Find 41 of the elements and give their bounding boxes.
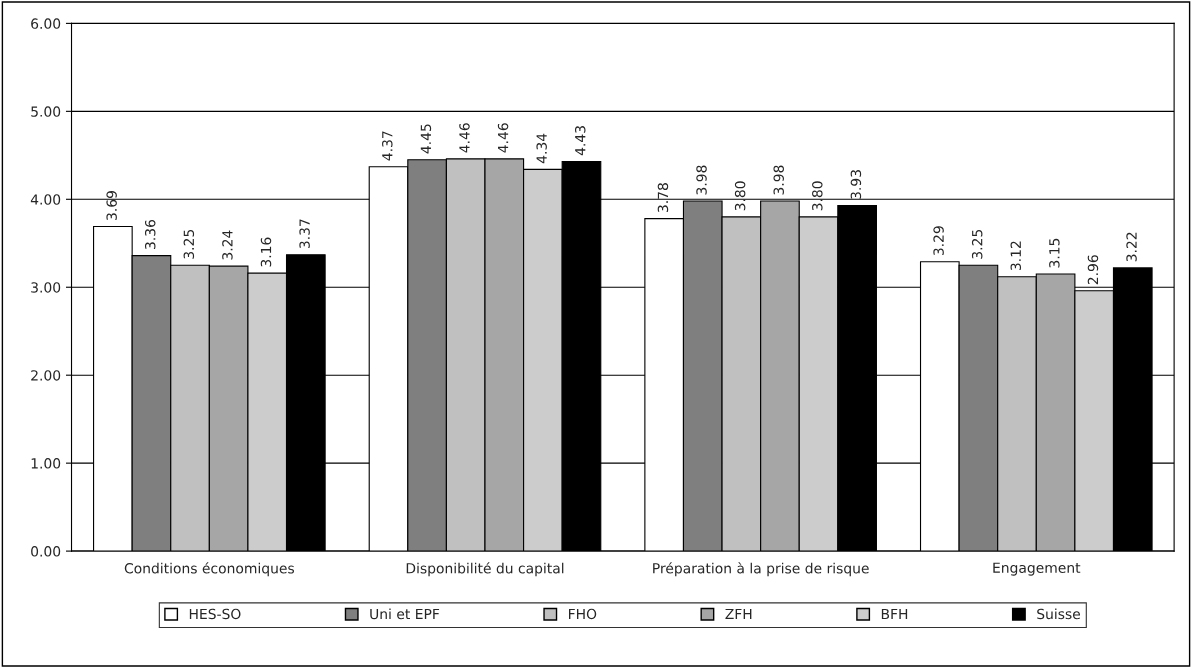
data-label: 3.25 xyxy=(183,229,195,259)
x-tick-label: Préparation à la prise de risque xyxy=(653,562,869,577)
legend-label: ZFH xyxy=(725,608,752,620)
data-label: 3.24 xyxy=(222,230,233,260)
x-tick-label: Disponibilité du capital xyxy=(406,562,564,577)
data-label: 4.46 xyxy=(497,123,509,153)
x-tick-label: Engagement xyxy=(993,562,1081,576)
data-label: 4.45 xyxy=(420,124,432,154)
data-label: 3.98 xyxy=(773,165,784,195)
data-label: 2.96 xyxy=(1087,255,1099,285)
data-label: 4.43 xyxy=(575,126,586,156)
y-tick-label: 2.00 xyxy=(31,370,61,381)
y-tick-label: 0.00 xyxy=(31,546,61,557)
legend-label: HES-SO xyxy=(189,608,241,620)
data-label: 4.37 xyxy=(382,131,393,161)
data-label: 3.80 xyxy=(812,181,823,211)
y-tick-label: 5.00 xyxy=(31,106,61,117)
data-label: 3.93 xyxy=(850,170,862,199)
legend-label: Uni et EPF xyxy=(370,608,440,620)
legend-label: Suisse xyxy=(1037,608,1081,620)
legend-label: BFH xyxy=(881,608,908,620)
data-label: 3.80 xyxy=(734,181,746,211)
data-label: 3.12 xyxy=(1010,241,1022,271)
data-label: 3.36 xyxy=(144,219,156,249)
y-tick-label: 1.00 xyxy=(31,458,61,469)
data-label: 4.34 xyxy=(536,133,547,164)
data-label: 3.98 xyxy=(696,165,707,195)
data-label: 4.46 xyxy=(459,123,470,153)
data-label: 3.29 xyxy=(933,226,944,256)
y-tick-label: 3.00 xyxy=(31,282,61,293)
data-label: 3.25 xyxy=(971,229,983,259)
data-label: 3.37 xyxy=(299,219,310,249)
data-label: 3.22 xyxy=(1126,232,1137,262)
data-label: 3.16 xyxy=(260,237,272,267)
legend-label: FHO xyxy=(569,608,597,620)
x-tick-label: Conditions économiques xyxy=(124,562,295,577)
data-label: 3.15 xyxy=(1049,238,1060,268)
data-label: 3.69 xyxy=(106,191,117,220)
y-tick-label: 6.00 xyxy=(31,18,61,29)
data-label: 3.78 xyxy=(657,183,669,213)
y-tick-label: 4.00 xyxy=(30,194,61,205)
